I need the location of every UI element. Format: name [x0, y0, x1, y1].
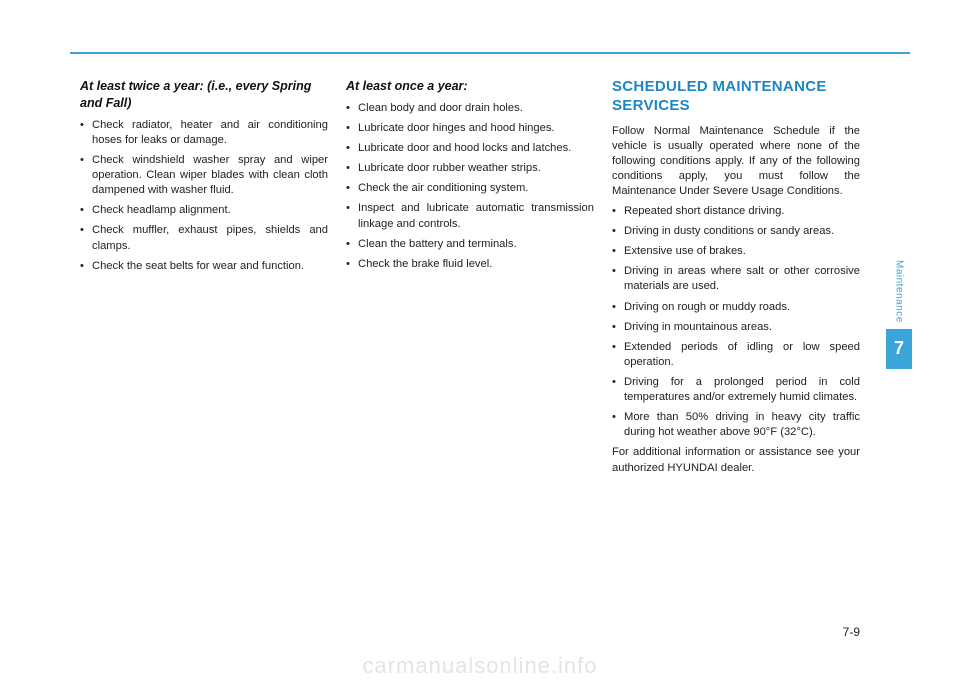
- list-item: Lubricate door and hood locks and latche…: [346, 141, 594, 156]
- list-item: Lubricate door rubber weather strips.: [346, 161, 594, 176]
- col2-list: Clean body and door drain holes. Lubrica…: [346, 101, 594, 272]
- list-item: Clean the battery and terminals.: [346, 237, 594, 252]
- list-item: Inspect and lubricate automatic transmis…: [346, 201, 594, 231]
- list-item: Driving in mountainous areas.: [612, 320, 860, 335]
- col2-heading: At least once a year:: [346, 78, 594, 95]
- side-label: Maintenance: [894, 260, 905, 323]
- list-item: Check the brake fluid level.: [346, 257, 594, 272]
- intro-paragraph: Follow Normal Maintenance Schedule if th…: [612, 124, 860, 200]
- list-item: Check radiator, heater and air condition…: [80, 118, 328, 148]
- list-item: Driving in dusty conditions or sandy are…: [612, 224, 860, 239]
- watermark: carmanualsonline.info: [0, 653, 960, 679]
- col3-list: Repeated short distance driving. Driving…: [612, 204, 860, 440]
- list-item: Clean body and door drain holes.: [346, 101, 594, 116]
- list-item: More than 50% driving in heavy city traf…: [612, 410, 860, 440]
- list-item: Repeated short distance driving.: [612, 204, 860, 219]
- list-item: Driving for a prolonged period in cold t…: [612, 375, 860, 405]
- side-tab: Maintenance 7: [886, 260, 912, 369]
- page-content: At least twice a year: (i.e., every Spri…: [80, 78, 860, 629]
- section-title: SCHEDULED MAINTENANCE SERVICES: [612, 78, 860, 116]
- top-rule: [70, 52, 910, 54]
- list-item: Check the seat belts for wear and functi…: [80, 259, 328, 274]
- list-item: Lubricate door hinges and hood hinges.: [346, 121, 594, 136]
- chapter-number: 7: [886, 329, 912, 369]
- list-item: Check muffler, exhaust pipes, shields an…: [80, 223, 328, 253]
- list-item: Driving in areas where salt or other cor…: [612, 264, 860, 294]
- page-number: 7-9: [843, 625, 860, 639]
- list-item: Check headlamp alignment.: [80, 203, 328, 218]
- outro-paragraph: For additional information or assistance…: [612, 445, 860, 475]
- column-3: SCHEDULED MAINTENANCE SERVICES Follow No…: [612, 78, 860, 629]
- list-item: Driving on rough or muddy roads.: [612, 300, 860, 315]
- column-2: At least once a year: Clean body and doo…: [346, 78, 594, 629]
- list-item: Extensive use of brakes.: [612, 244, 860, 259]
- list-item: Check the air conditioning system.: [346, 181, 594, 196]
- column-1: At least twice a year: (i.e., every Spri…: [80, 78, 328, 629]
- list-item: Extended periods of idling or low speed …: [612, 340, 860, 370]
- col1-list: Check radiator, heater and air condition…: [80, 118, 328, 274]
- list-item: Check windshield washer spray and wiper …: [80, 153, 328, 198]
- col1-heading: At least twice a year: (i.e., every Spri…: [80, 78, 328, 112]
